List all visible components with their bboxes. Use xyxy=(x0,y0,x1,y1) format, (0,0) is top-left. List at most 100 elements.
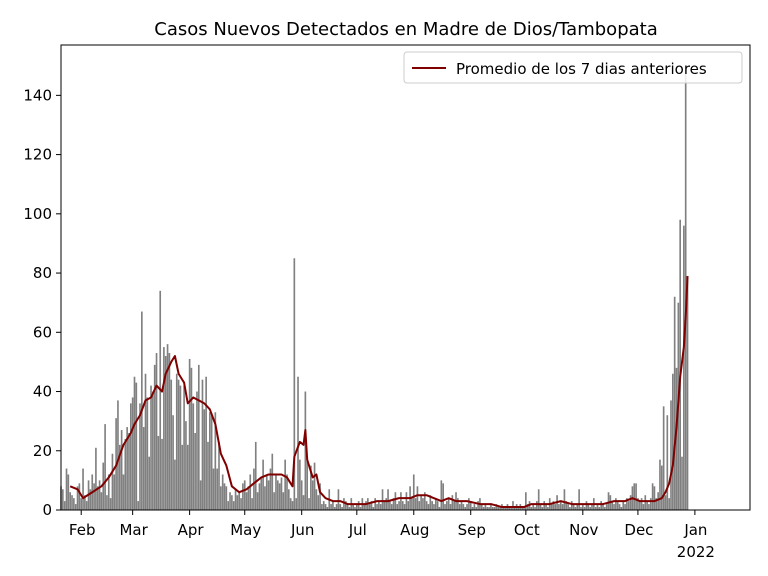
bar-2021-04-10 xyxy=(205,376,207,510)
bar-2021-03-09 xyxy=(146,397,149,510)
bar-2021-12-02 xyxy=(638,501,641,510)
bar-2021-02-12 xyxy=(100,492,103,510)
bar-2021-04-21 xyxy=(225,486,228,510)
bar-2021-04-04 xyxy=(194,432,196,510)
bar-2021-09-07 xyxy=(480,504,483,510)
bar-2021-02-04 xyxy=(85,501,88,510)
bar-2021-06-22 xyxy=(339,504,342,510)
bar-2021-09-24 xyxy=(512,501,514,510)
bar-2021-10-02 xyxy=(526,504,529,510)
bar-2021-04-08 xyxy=(201,379,204,510)
bar-2021-07-23 xyxy=(396,504,399,510)
bar-2021-12-21 xyxy=(673,296,676,510)
bar-2021-12-06 xyxy=(646,501,648,510)
bar-2021-08-09 xyxy=(427,504,430,510)
bar-2021-01-26 xyxy=(69,492,72,510)
bar-2021-08-18 xyxy=(444,504,446,510)
bar-2021-04-26 xyxy=(234,489,237,510)
bar-2021-09-16 xyxy=(497,507,500,510)
bar-2021-06-12 xyxy=(321,504,323,510)
bar-2021-04-20 xyxy=(223,483,226,510)
bar-2021-09-10 xyxy=(486,507,489,510)
bar-2021-07-24 xyxy=(398,501,400,510)
bar-2021-09-01 xyxy=(469,501,472,510)
bar-2021-03-11 xyxy=(150,385,152,510)
bar-2021-07-14 xyxy=(379,504,382,510)
bar-2021-11-11 xyxy=(600,501,602,510)
bar-2021-07-28 xyxy=(405,492,408,510)
bar-2021-10-11 xyxy=(543,501,546,510)
bar-2021-06-24 xyxy=(343,498,345,510)
bar-2021-05-19 xyxy=(276,480,279,510)
bar-2021-05-31 xyxy=(299,459,301,510)
bar-2021-05-10 xyxy=(260,477,263,510)
bar-2021-12-26 xyxy=(683,225,685,511)
bar-2021-08-16 xyxy=(440,480,443,510)
bar-2021-06-04 xyxy=(306,456,309,510)
bar-2021-12-18 xyxy=(668,498,670,510)
y-tick-label: 60 xyxy=(33,323,52,341)
x-tick-label: Jan xyxy=(683,521,707,539)
bar-2021-12-12 xyxy=(657,492,659,510)
bar-2021-12-24 xyxy=(679,219,681,510)
bar-2021-08-22 xyxy=(451,495,454,510)
bar-2021-02-17 xyxy=(109,498,112,510)
bar-2021-04-30 xyxy=(242,483,244,510)
bar-2021-02-22 xyxy=(118,444,121,510)
bar-2021-04-05 xyxy=(196,391,198,510)
bar-2021-03-22 xyxy=(170,379,173,510)
bar-2021-11-08 xyxy=(594,507,597,510)
bar-2021-07-26 xyxy=(401,501,404,510)
bar-2021-05-11 xyxy=(262,459,264,510)
bar-2021-03-01 xyxy=(131,397,134,510)
bar-2021-03-04 xyxy=(137,501,139,510)
bar-2021-05-02 xyxy=(245,492,248,510)
bar-2021-03-28 xyxy=(181,444,184,510)
bar-2021-08-17 xyxy=(442,483,444,510)
y-tick-label: 80 xyxy=(33,264,52,282)
bar-2021-05-23 xyxy=(284,459,286,510)
bar-2021-09-14 xyxy=(493,507,496,510)
bar-2021-02-06 xyxy=(89,489,92,510)
bar-2021-08-21 xyxy=(449,504,452,510)
bar-2021-06-29 xyxy=(352,504,354,510)
x-tick-label: Sep xyxy=(458,521,486,539)
chart-title: Casos Nuevos Detectados en Madre de Dios… xyxy=(154,19,657,40)
bar-2021-10-12 xyxy=(545,504,547,510)
bar-2021-12-08 xyxy=(649,498,652,510)
bar-2021-06-25 xyxy=(344,501,347,510)
bar-2021-12-13 xyxy=(659,459,661,510)
bar-2021-12-04 xyxy=(642,504,645,510)
bar-2021-03-17 xyxy=(161,438,163,510)
bar-2021-11-13 xyxy=(604,507,606,510)
bar-2021-04-11 xyxy=(207,441,209,510)
bar-2021-12-03 xyxy=(640,498,643,510)
bar-2021-06-15 xyxy=(326,507,329,510)
bar-2021-02-11 xyxy=(98,480,101,510)
bar-2021-11-14 xyxy=(605,504,608,510)
bar-2021-05-25 xyxy=(288,489,290,510)
bar-2021-04-13 xyxy=(210,415,213,510)
bar-2021-07-15 xyxy=(381,489,384,510)
bar-2021-12-10 xyxy=(653,486,656,510)
bar-2021-11-23 xyxy=(622,501,625,510)
bar-2021-12-15 xyxy=(662,406,665,510)
y-tick-label: 40 xyxy=(33,383,52,401)
bar-2021-05-04 xyxy=(249,474,252,510)
bar-2021-12-14 xyxy=(660,465,663,510)
bar-2021-09-29 xyxy=(521,507,523,510)
bar-2021-04-29 xyxy=(240,498,242,510)
bar-2021-10-08 xyxy=(537,489,540,510)
bar-2021-12-20 xyxy=(672,373,674,510)
bar-2021-05-16 xyxy=(271,453,274,510)
bar-2021-05-06 xyxy=(253,468,255,510)
bar-2021-10-19 xyxy=(558,504,560,510)
y-tick-label: 20 xyxy=(33,442,52,460)
bar-2021-06-06 xyxy=(310,465,312,510)
x-tick-year-label: 2022 xyxy=(677,543,715,561)
bar-2021-05-28 xyxy=(293,258,296,510)
bar-2021-02-26 xyxy=(126,427,128,510)
bar-2021-08-15 xyxy=(438,507,441,510)
bar-2021-05-07 xyxy=(254,441,257,510)
bar-2021-12-09 xyxy=(651,483,654,510)
